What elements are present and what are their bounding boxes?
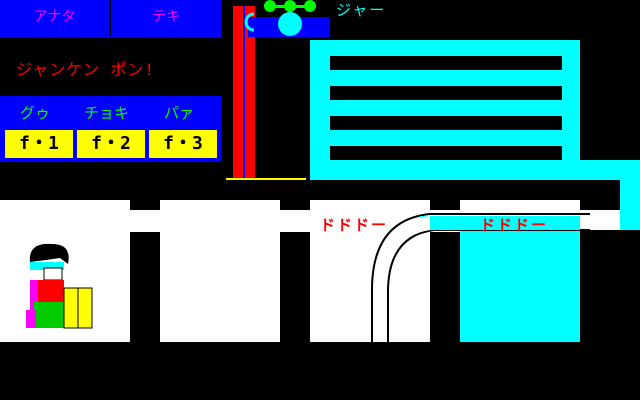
curved-pipe-icon	[371, 213, 590, 342]
you-label: アナタ	[33, 9, 76, 25]
hand-options: グゥ チョキ パァ	[0, 96, 221, 126]
scissors-key-button[interactable]: f・2	[77, 130, 145, 158]
water-channel-edge	[620, 180, 640, 230]
message-box: ジャンケン ポン!	[0, 38, 221, 96]
grate-slot-1	[330, 56, 562, 70]
bath-panel-2	[160, 200, 280, 342]
rock-key-button[interactable]: f・1	[5, 130, 73, 158]
message-text: ジャンケン ポン!	[16, 60, 155, 79]
grate-slot-2	[330, 86, 562, 100]
red-pipe-right	[245, 6, 255, 180]
panel-link-1	[130, 210, 160, 232]
hand-paper-label: パァ	[164, 104, 195, 122]
pipe-gap	[243, 6, 245, 180]
panel-link-4	[580, 210, 620, 230]
enemy-label: テキ	[152, 9, 180, 25]
hud-divider	[109, 0, 111, 36]
shower-valve-icon	[244, 0, 316, 36]
grate-slot-3	[330, 116, 562, 130]
splash-sound-left: ドドドー	[320, 216, 389, 234]
hud-panel: アナタ テキ ジャンケン ポン! グゥ チョキ パァ f・1 f・2 f・3	[0, 0, 221, 162]
upper-pipe-band	[0, 180, 620, 200]
hand-scissors-label: チョキ	[84, 104, 130, 122]
hand-rock-label: グゥ	[20, 104, 51, 122]
pipe-base	[226, 178, 306, 180]
player-character	[26, 243, 93, 329]
grate-slot-4	[330, 146, 562, 160]
paper-key-button[interactable]: f・3	[149, 130, 217, 158]
red-pipe-left	[233, 6, 243, 180]
splash-sound-right: ドドドー	[480, 216, 549, 234]
floor	[0, 342, 640, 400]
shower-sound-text: ジャー	[336, 1, 387, 19]
panel-link-2	[280, 210, 310, 232]
